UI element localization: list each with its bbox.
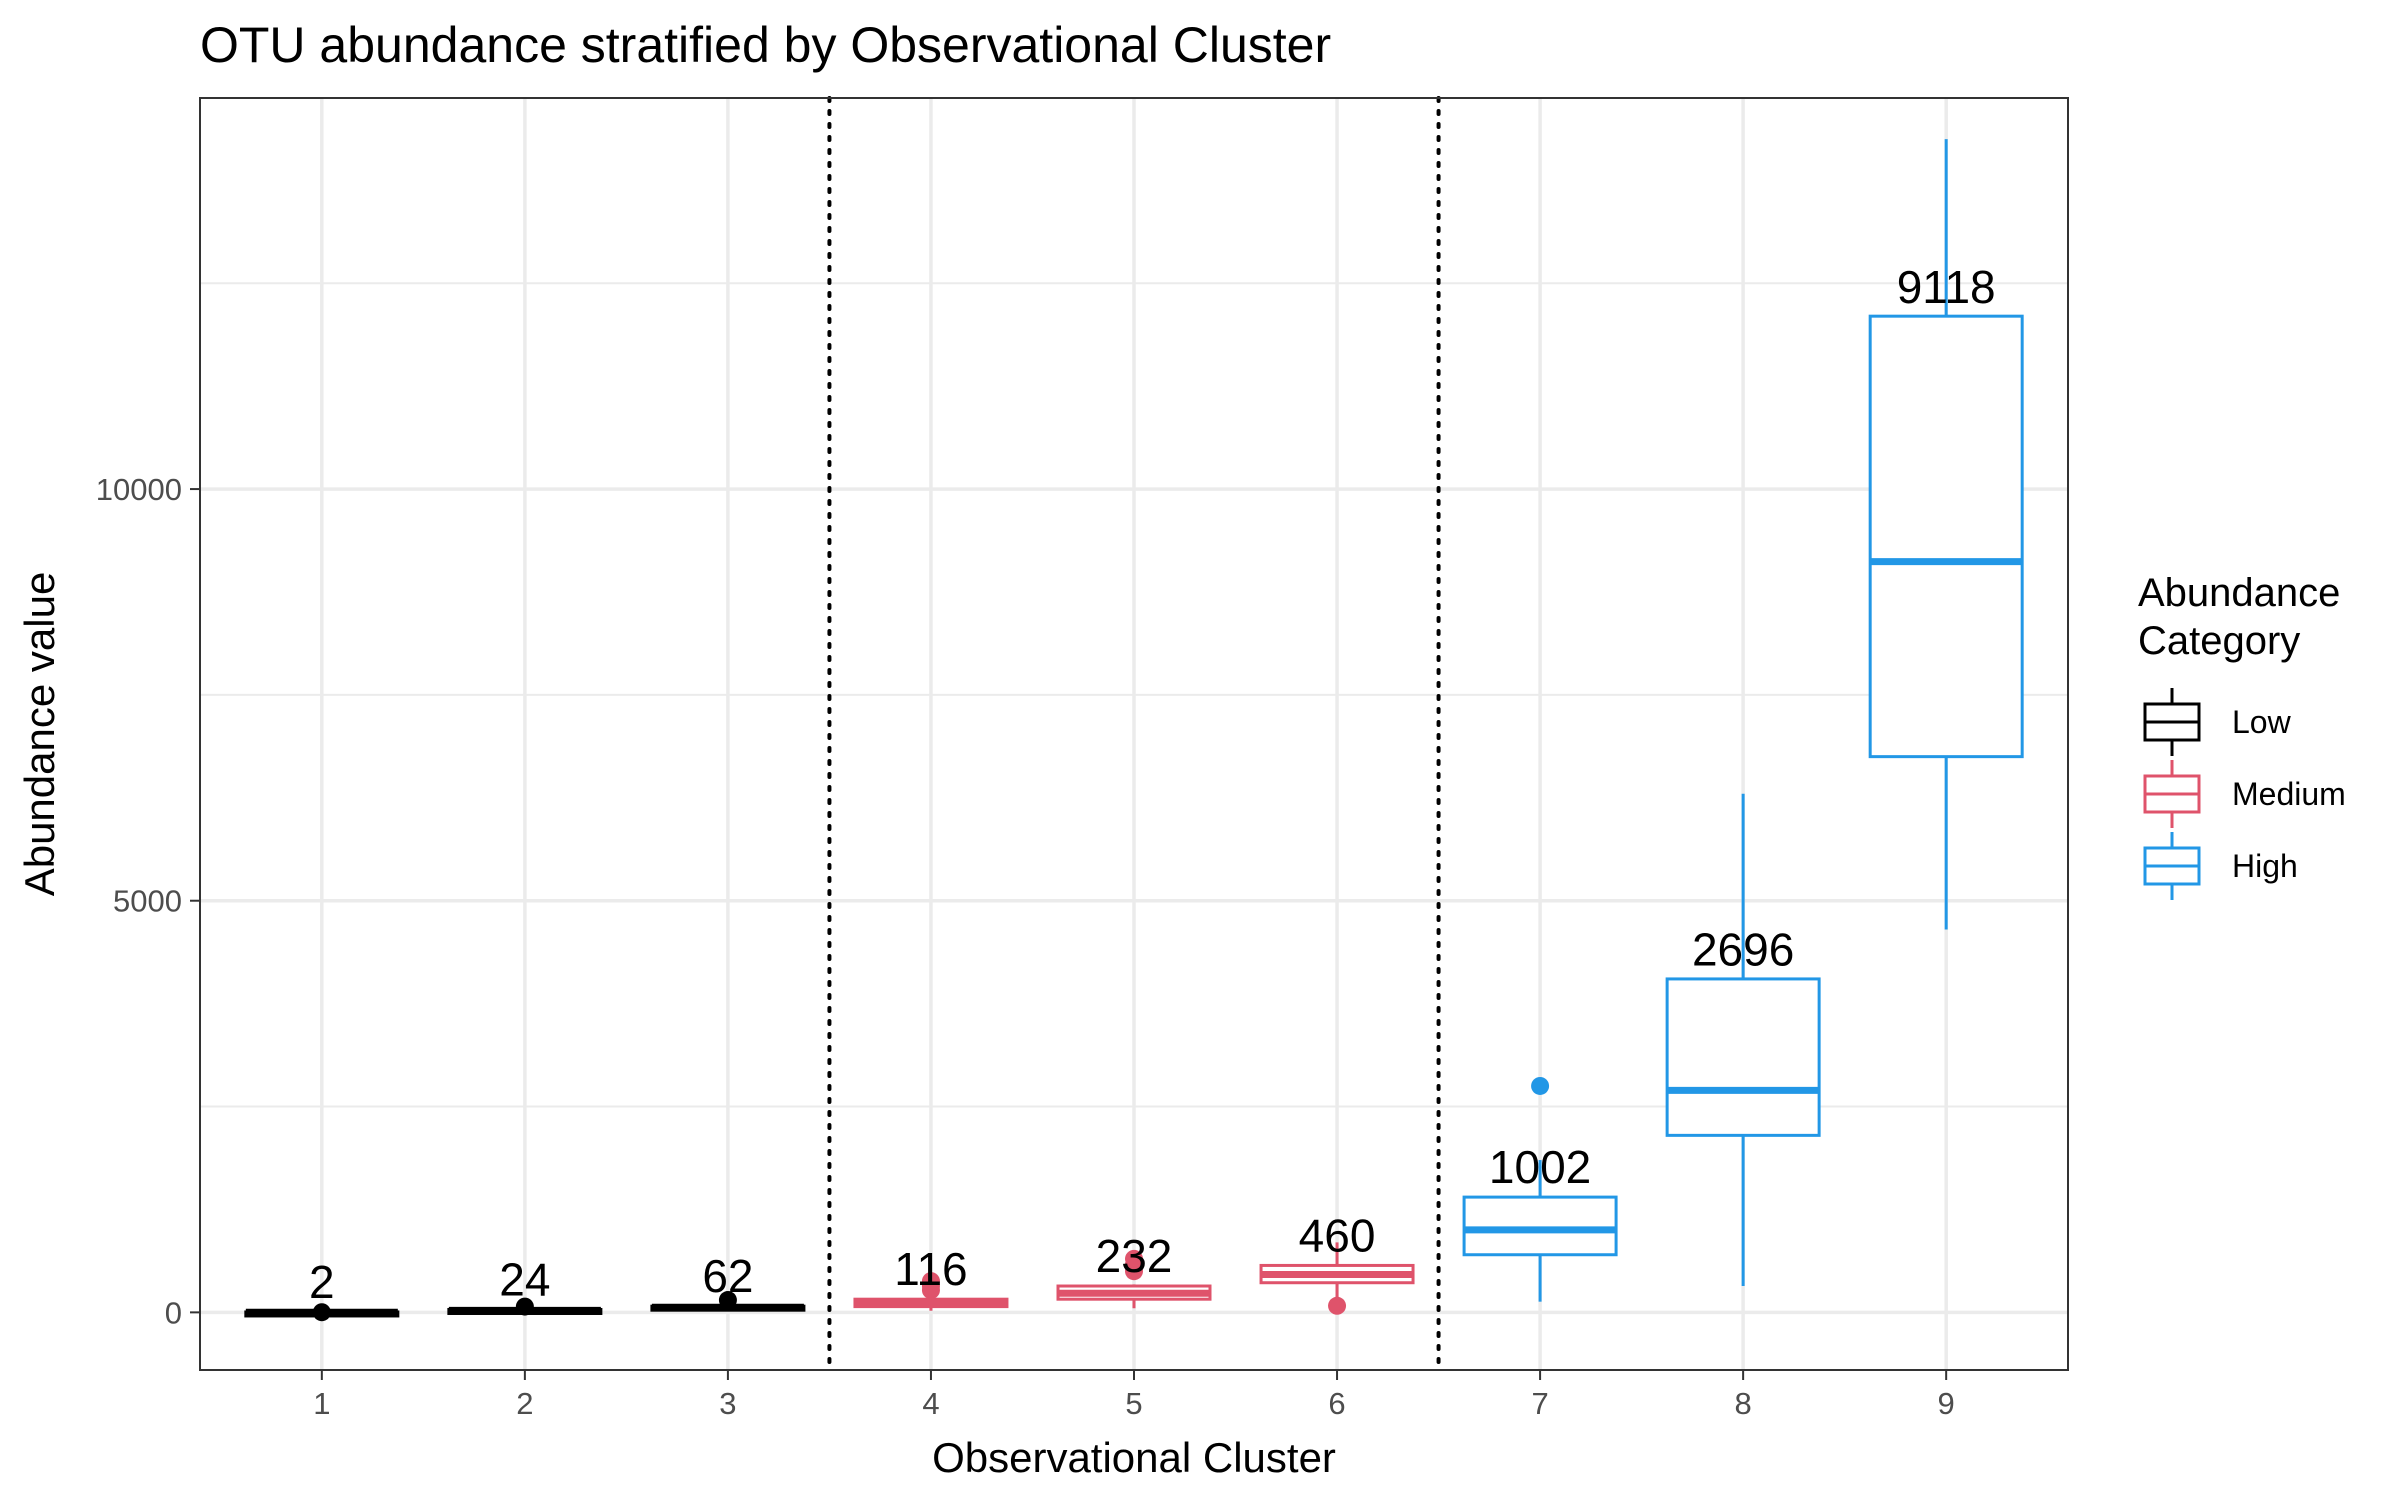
- legend-label-high: High: [2232, 848, 2298, 884]
- x-tick-label: 2: [516, 1386, 533, 1421]
- median-label-2: 24: [499, 1253, 550, 1305]
- median-label-9: 9118: [1897, 261, 1996, 313]
- box-2: [447, 1297, 603, 1316]
- box-5: [1056, 1249, 1212, 1309]
- median-label-6: 460: [1299, 1209, 1376, 1261]
- outlier-point: [921, 1272, 940, 1291]
- x-tick-label: 9: [1938, 1386, 1955, 1421]
- x-tick-label: 7: [1531, 1386, 1548, 1421]
- y-axis-title: Abundance value: [16, 572, 63, 897]
- legend-key-low: [2143, 688, 2201, 756]
- outlier-point: [1531, 1076, 1550, 1095]
- outlier-point: [1328, 1296, 1347, 1315]
- median-label-layer: 2 24 62 116 232 460 1002 2696 9118: [309, 261, 1996, 1308]
- box-layer: [244, 139, 2024, 1322]
- box-6: [1259, 1242, 1415, 1315]
- outlier-point: [515, 1297, 534, 1316]
- x-axis-title: Observational Cluster: [932, 1434, 1336, 1481]
- outlier-point: [718, 1291, 737, 1310]
- x-tick-label: 5: [1125, 1386, 1142, 1421]
- median-label-4: 116: [894, 1243, 967, 1295]
- x-tick-label: 8: [1735, 1386, 1752, 1421]
- box-iqr: [1665, 977, 1821, 1137]
- median-label-7: 1002: [1489, 1141, 1591, 1193]
- outlier-point: [1125, 1249, 1143, 1268]
- chart-title: OTU abundance stratified by Observationa…: [200, 17, 1331, 73]
- box-iqr: [1868, 314, 2024, 759]
- box-7: [1462, 1076, 1618, 1302]
- legend-label-low: Low: [2232, 704, 2292, 740]
- legend-key-high: [2143, 832, 2201, 900]
- box-1: [244, 1303, 400, 1322]
- box-4: [853, 1272, 1009, 1311]
- grid-layer: [200, 98, 2068, 1370]
- median-label-5: 232: [1096, 1230, 1173, 1282]
- median-label-1: 2: [309, 1256, 335, 1308]
- box-3: [650, 1291, 806, 1312]
- median-label-3: 62: [702, 1250, 753, 1302]
- x-tick-label: 4: [922, 1386, 939, 1421]
- legend-title-line: Category: [2138, 619, 2300, 663]
- x-tick-label: 3: [719, 1386, 736, 1421]
- axis-layer: 0 5000 10000 1 2 3 4 5 6 7 8 9: [96, 472, 1955, 1421]
- box-iqr: [1462, 1195, 1618, 1257]
- legend-key-medium: [2143, 760, 2201, 828]
- legend-label-medium: Medium: [2232, 776, 2346, 812]
- outlier-point: [312, 1303, 331, 1322]
- y-tick-label: 5000: [113, 884, 182, 919]
- box-9: [1868, 139, 2024, 930]
- x-tick-label: 1: [313, 1386, 330, 1421]
- median-label-8: 2696: [1692, 923, 1794, 975]
- group-divider-layer: [827, 96, 1441, 1372]
- y-tick-label: 10000: [96, 472, 182, 507]
- legend-title-line: Abundance: [2138, 571, 2340, 615]
- y-tick-label: 0: [165, 1295, 182, 1330]
- box-8: [1665, 793, 1821, 1287]
- x-tick-label: 6: [1328, 1386, 1345, 1421]
